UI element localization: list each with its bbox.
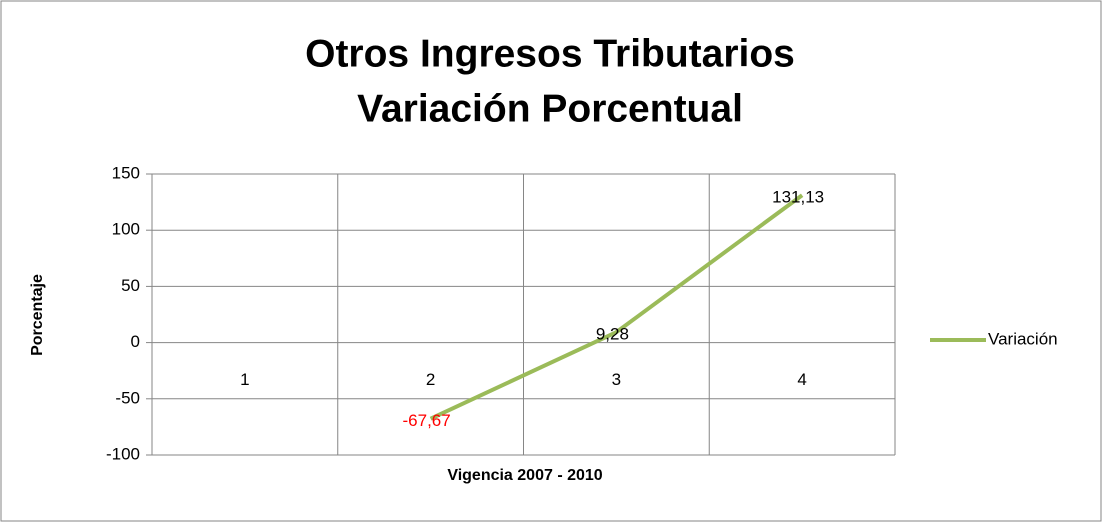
x-axis-label: Vigencia 2007 - 2010 (447, 467, 602, 484)
y-tick-label: 0 (131, 332, 140, 351)
x-tick-label: 4 (797, 370, 806, 389)
x-tick-label: 3 (612, 370, 621, 389)
data-label: 9,28 (596, 325, 629, 344)
data-line (429, 193, 804, 421)
y-tick-label: 100 (112, 220, 140, 239)
x-tick-label: 2 (426, 370, 435, 389)
data-label: -67,67 (403, 411, 451, 430)
y-tick-label: 150 (112, 163, 140, 182)
y-tick-label: -100 (106, 444, 140, 463)
x-tick-label: 1 (240, 370, 249, 389)
chart-title: Otros Ingresos Tributarios (305, 32, 795, 75)
chart-title: Variación Porcentual (357, 87, 743, 130)
data-label: 131,13 (772, 188, 824, 207)
y-axis-label: Porcentaje (29, 274, 46, 356)
y-tick-label: -50 (115, 388, 140, 407)
y-tick-label: 50 (121, 276, 140, 295)
legend-label: Variación (988, 329, 1058, 348)
